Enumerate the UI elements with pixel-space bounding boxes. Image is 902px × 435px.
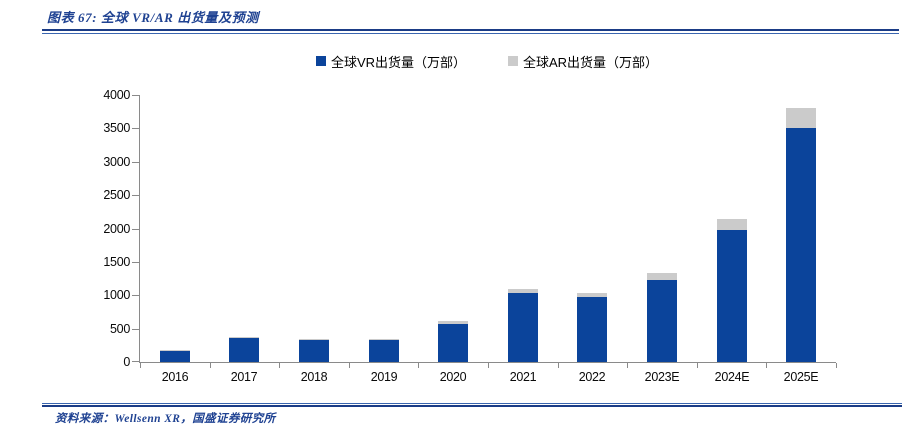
vr-bar-segment xyxy=(717,230,747,362)
vr-bar-segment xyxy=(160,351,190,362)
y-axis-tick xyxy=(132,295,139,296)
y-axis-label: 500 xyxy=(110,322,130,336)
x-axis-label: 2016 xyxy=(161,370,189,384)
footer-divider-thin xyxy=(42,403,902,404)
ar-bar-segment xyxy=(786,108,816,128)
source-note: 资料来源：Wellsenn XR，国盛证券研究所 xyxy=(55,413,276,425)
x-axis-label: 2021 xyxy=(509,370,537,384)
y-axis-label: 3500 xyxy=(103,121,130,135)
y-axis-label: 2000 xyxy=(103,222,130,236)
vr-bar-segment xyxy=(369,340,399,362)
x-axis-tick xyxy=(140,363,141,368)
y-axis-label: 1000 xyxy=(103,288,130,302)
x-axis-tick xyxy=(349,363,350,368)
title-divider-thin xyxy=(42,33,899,34)
y-axis-tick xyxy=(132,162,139,163)
footer-divider-thick xyxy=(42,405,902,407)
legend-label-ar: 全球AR出货量（万部） xyxy=(523,54,659,70)
y-axis-label: 3000 xyxy=(103,155,130,169)
figure-title: 图表 67: 全球 VR/AR 出货量及预测 xyxy=(47,10,259,25)
vr-bar-segment xyxy=(438,324,468,362)
x-axis-label: 2025E xyxy=(783,370,819,384)
y-axis-tick xyxy=(132,229,139,230)
vr-bar-segment xyxy=(577,297,607,362)
vr-bar-segment xyxy=(647,280,677,362)
y-axis-tick xyxy=(132,262,139,263)
x-axis-tick xyxy=(836,363,837,368)
ar-bar-segment xyxy=(647,273,677,280)
x-axis-tick xyxy=(279,363,280,368)
x-axis-label: 2024E xyxy=(714,370,750,384)
x-axis-tick xyxy=(627,363,628,368)
vr-bar-segment xyxy=(299,340,329,362)
y-axis-tick xyxy=(132,128,139,129)
ar-bar-segment xyxy=(577,293,607,297)
x-axis-label: 2022 xyxy=(578,370,606,384)
ar-bar-segment xyxy=(160,350,190,351)
legend-swatch-vr-icon xyxy=(315,56,326,66)
title-divider-thick xyxy=(42,29,899,31)
y-axis-tick xyxy=(132,95,139,96)
x-axis-label: 2018 xyxy=(300,370,328,384)
legend-swatch-ar-icon xyxy=(508,56,518,66)
x-axis-tick xyxy=(766,363,767,368)
legend-item-ar: 全球AR出货量（万部） xyxy=(508,52,658,71)
y-axis-tick xyxy=(132,195,139,196)
vr-bar-segment xyxy=(786,128,816,362)
ar-bar-segment xyxy=(717,219,747,230)
y-axis-tick xyxy=(132,361,139,362)
y-axis-label: 2500 xyxy=(103,188,130,202)
ar-bar-segment xyxy=(229,337,259,338)
x-axis-tick xyxy=(418,363,419,368)
x-axis-label: 2023E xyxy=(644,370,680,384)
x-axis-label: 2019 xyxy=(370,370,398,384)
ar-bar-segment xyxy=(299,339,329,340)
y-axis-label: 1500 xyxy=(103,255,130,269)
legend-label-vr: 全球VR出货量（万部） xyxy=(330,54,466,70)
x-axis-tick xyxy=(697,363,698,368)
vr-bar-segment xyxy=(229,338,259,362)
ar-bar-segment xyxy=(508,289,538,293)
x-axis-label: 2020 xyxy=(439,370,467,384)
bar-chart-plot-area: 0 500 1000 1500 2000 2500 3000 3500 4000 2016 2017… xyxy=(103,88,837,384)
y-axis-label: 4000 xyxy=(103,88,130,102)
legend-item-vr: 全球VR出货量（万部） xyxy=(315,52,466,71)
y-axis-tick xyxy=(132,329,139,330)
vr-bar-segment xyxy=(508,293,538,362)
ar-bar-segment xyxy=(438,321,468,324)
chart-legend: 全球VR出货量（万部） 全球AR出货量（万部） xyxy=(139,52,835,71)
x-axis-label: 2017 xyxy=(230,370,258,384)
x-axis-tick xyxy=(488,363,489,368)
x-axis-tick xyxy=(210,363,211,368)
x-axis-tick xyxy=(558,363,559,368)
ar-bar-segment xyxy=(369,339,399,340)
y-axis-label: 0 xyxy=(123,355,130,369)
